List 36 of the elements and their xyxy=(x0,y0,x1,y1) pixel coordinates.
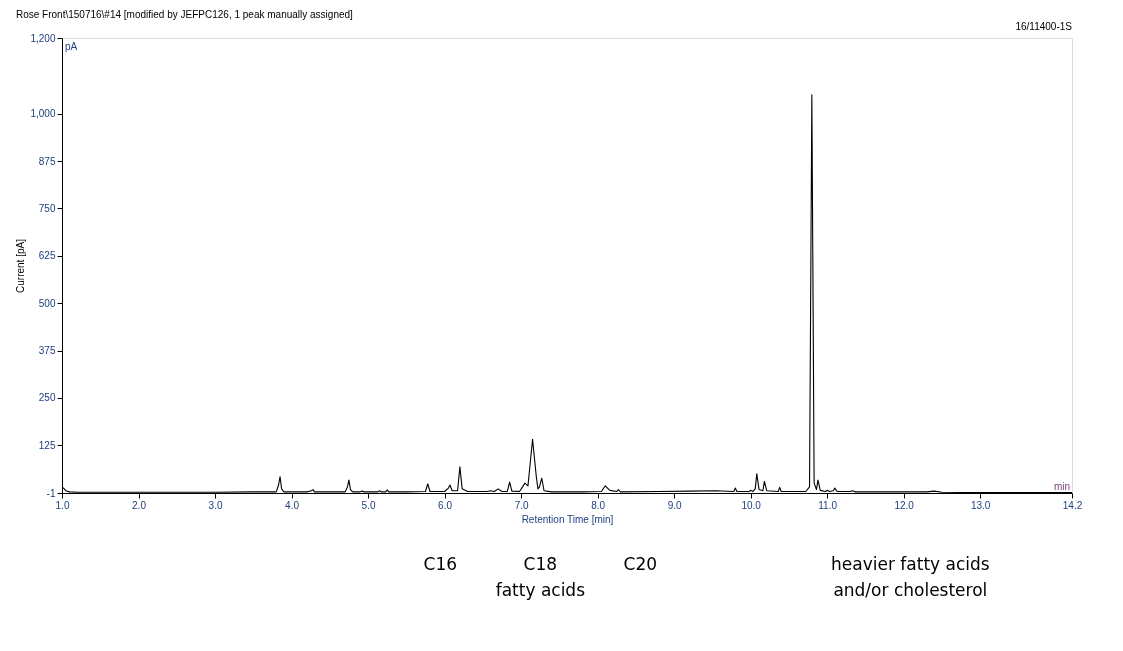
x-tick-label: 10.0 xyxy=(741,499,762,511)
annotation: min xyxy=(1053,481,1070,492)
x-tick-label: 1.0 xyxy=(55,499,70,511)
annotation: pA xyxy=(65,41,78,52)
y-tick-label: 250 xyxy=(38,392,56,404)
y-tick-label: -1 xyxy=(46,487,56,499)
text: heavier fatty acids xyxy=(831,554,990,574)
y-tick-label: 500 xyxy=(38,297,56,309)
text: C20 xyxy=(623,554,658,574)
x-tick-label: 12.0 xyxy=(894,499,915,511)
x-tick-label: 5.0 xyxy=(361,499,376,511)
x-tick-label: 7.0 xyxy=(514,499,529,511)
y-tick-label: 750 xyxy=(38,202,56,214)
y-axis-title: Current [pA] xyxy=(15,238,27,293)
text: C16 xyxy=(423,554,458,574)
x-tick-label: 11.0 xyxy=(818,499,838,511)
x-axis-title: Retention Time [min] xyxy=(521,513,614,525)
x-tick-label: 13.0 xyxy=(970,499,991,511)
y-tick-label: 1,000 xyxy=(30,108,56,120)
text: fatty acids xyxy=(495,580,586,600)
y-tick-label: 625 xyxy=(38,250,56,262)
y-tick-label: 875 xyxy=(38,155,56,167)
x-tick-label: 2.0 xyxy=(132,499,147,511)
x-tick-label: 8.0 xyxy=(591,499,606,511)
y-tick-label: 125 xyxy=(38,439,56,451)
text: C18 xyxy=(523,554,558,574)
text: 16/11400-1S xyxy=(1015,21,1073,32)
x-tick-label: 4.0 xyxy=(285,499,300,511)
y-tick-label: 1,200 xyxy=(30,32,56,44)
chart-title: Rose Front\150716\#14 [modified by JEFPC126, 1 peak manually assigned] xyxy=(15,9,354,20)
x-tick-label: 6.0 xyxy=(438,499,453,511)
y-tick-label: 375 xyxy=(38,345,56,357)
x-tick-label: 14.2 xyxy=(1062,499,1083,511)
text: and/or cholesterol xyxy=(833,580,988,600)
x-tick-label: 3.0 xyxy=(208,499,223,511)
x-tick-label: 9.0 xyxy=(667,499,683,511)
